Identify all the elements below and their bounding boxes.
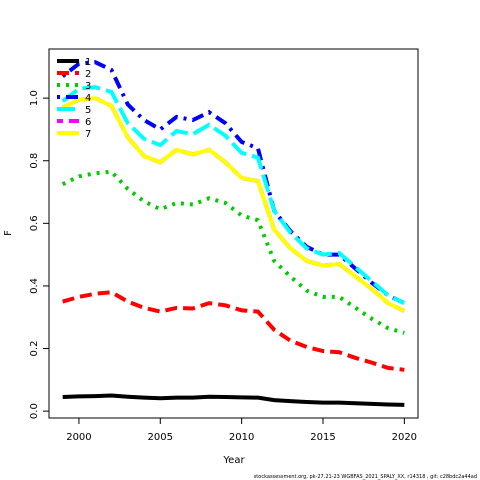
legend-label: 1 [85, 57, 91, 68]
legend-label: 5 [85, 105, 91, 116]
x-tick-label: 2000 [66, 432, 91, 443]
legend-label: 6 [85, 117, 91, 128]
series-line [61, 85, 406, 305]
footer: stockassessment.org, pk-27.21-23 WGBFAS_… [254, 474, 477, 480]
series-line [62, 393, 405, 407]
series-line [62, 290, 405, 372]
series-line [61, 169, 405, 335]
y-tick-label: 0.6 [29, 215, 40, 231]
series-line [61, 96, 406, 313]
series-line [61, 60, 406, 305]
x-tick-label: 2010 [229, 432, 254, 443]
y-axis-label: F [3, 230, 14, 236]
y-tick-label: 0.4 [29, 278, 40, 294]
y-tick-label: 0.2 [29, 341, 40, 357]
x-tick-label: 2020 [392, 432, 417, 443]
legend-label: 7 [85, 129, 91, 140]
y-tick-label: 0.0 [29, 403, 40, 419]
y-tick-label: 0.8 [29, 153, 40, 169]
y-tick-label: 1.0 [29, 90, 40, 106]
legend-label: 2 [85, 69, 91, 80]
x-axis-label: Year [222, 455, 245, 466]
legend-label: 4 [85, 93, 91, 104]
x-tick-label: 2005 [148, 432, 173, 443]
x-tick-label: 2015 [310, 432, 335, 443]
legend-label: 3 [85, 81, 91, 92]
series-line [61, 96, 406, 313]
plot-frame [48, 48, 419, 419]
